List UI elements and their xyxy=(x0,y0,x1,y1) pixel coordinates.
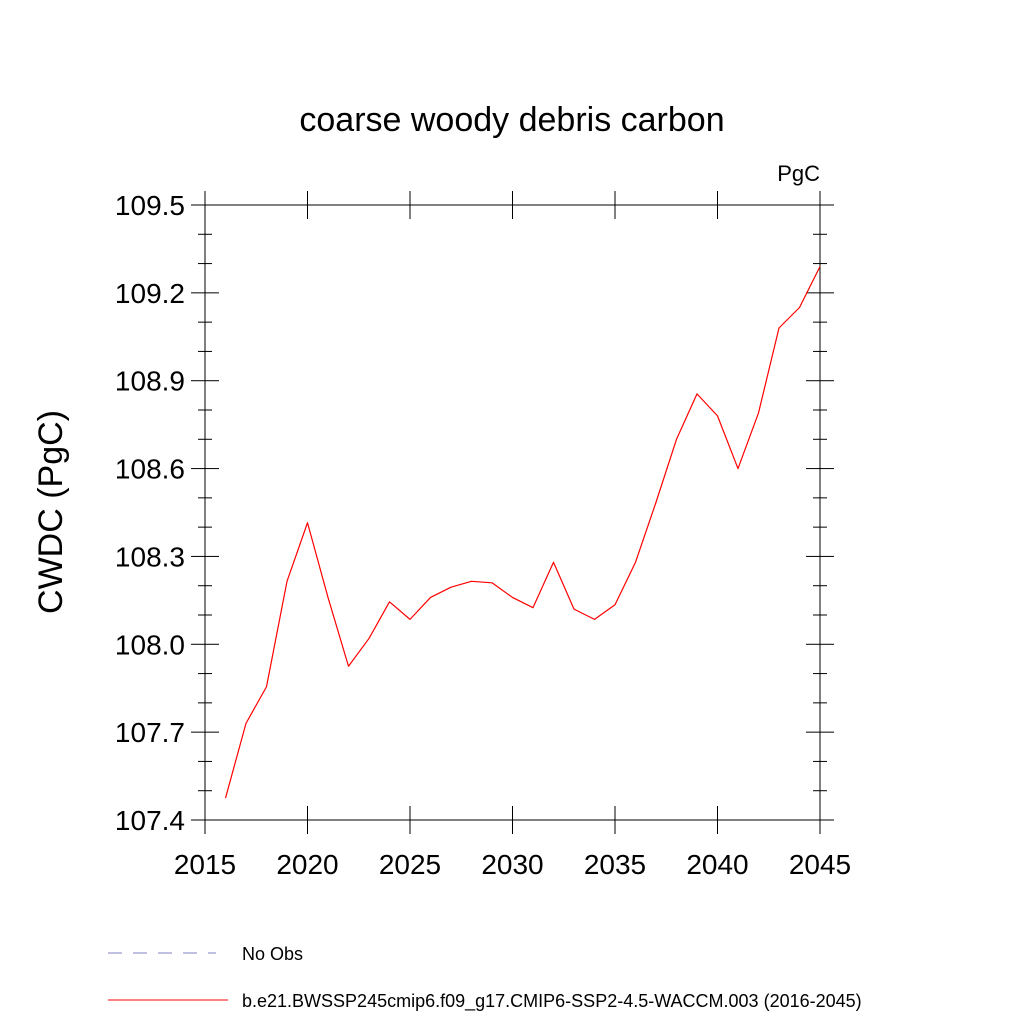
legend: No Obs b.e21.BWSSP245cmip6.f09_g17.CMIP6-… xyxy=(108,944,862,1012)
x-tick-label: 2015 xyxy=(174,849,236,880)
series-line xyxy=(224,266,821,799)
x-tick-label: 2045 xyxy=(789,849,851,880)
x-tick-label: 2035 xyxy=(584,849,646,880)
units-label: PgC xyxy=(777,161,820,186)
y-tick-label: 108.0 xyxy=(115,629,185,660)
x-tick-label: 2020 xyxy=(276,849,338,880)
x-tick-label: 2040 xyxy=(686,849,748,880)
legend-label: b.e21.BWSSP245cmip6.f09_g17.CMIP6-SSP2-4… xyxy=(242,991,862,1012)
y-tick-label: 109.2 xyxy=(115,278,185,309)
y-tick-label: 107.7 xyxy=(115,717,185,748)
plot-frame xyxy=(204,204,821,821)
x-axis-ticks: 2015 2020 2025 2030 2035 2040 2045 xyxy=(174,191,851,880)
series-layer xyxy=(224,266,821,799)
y-tick-label: 108.6 xyxy=(115,454,185,485)
y-axis-ticks: 107.4 107.7 108.0 108.3 108.6 108.9 109.2 109.5 xyxy=(115,190,834,836)
y-tick-label: 109.5 xyxy=(115,190,185,221)
y-tick-label: 107.4 xyxy=(115,805,185,836)
y-tick-label: 108.3 xyxy=(115,541,185,572)
legend-label: No Obs xyxy=(242,944,303,964)
y-axis-label: CWDC (PgC) xyxy=(32,410,70,614)
chart-title: coarse woody debris carbon xyxy=(299,101,724,139)
x-tick-label: 2030 xyxy=(481,849,543,880)
x-tick-label: 2025 xyxy=(379,849,441,880)
y-tick-label: 108.9 xyxy=(115,366,185,397)
